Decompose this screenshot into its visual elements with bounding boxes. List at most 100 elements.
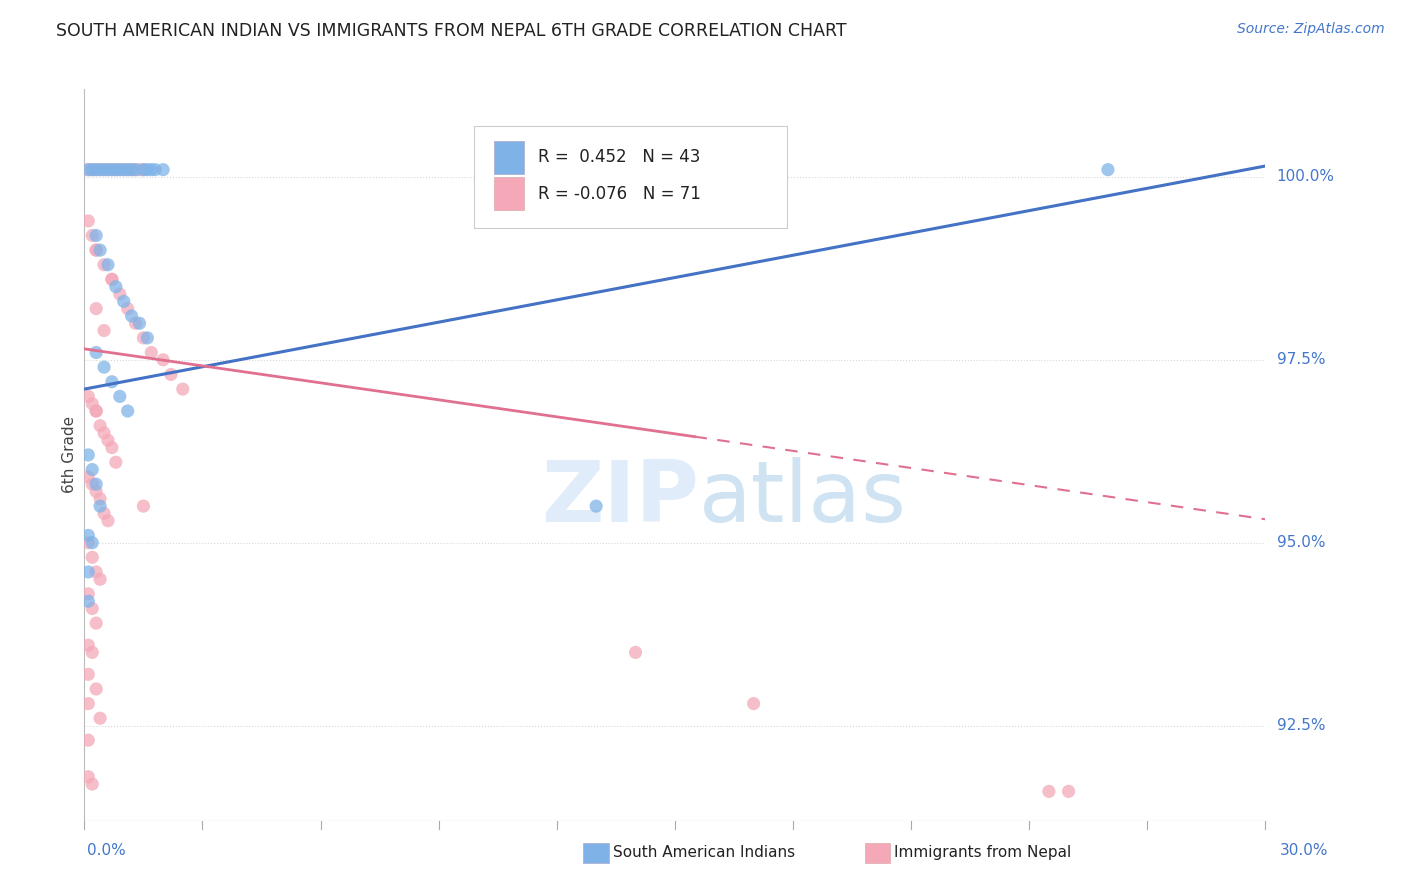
Point: [77, 594, 100, 608]
Point: [77, 162, 100, 177]
Text: ZIP: ZIP: [541, 458, 699, 541]
Point: [77, 535, 100, 549]
Point: [97, 434, 120, 448]
Point: [1057, 784, 1080, 798]
Text: South American Indians: South American Indians: [613, 846, 796, 860]
Point: [108, 287, 131, 301]
Point: [124, 316, 146, 330]
Text: R = -0.076   N = 71: R = -0.076 N = 71: [538, 185, 700, 202]
Point: [97, 258, 120, 272]
Point: [104, 279, 127, 293]
Bar: [494, 178, 523, 211]
Point: [132, 499, 155, 513]
Bar: [494, 141, 523, 174]
Point: [121, 162, 143, 177]
Point: [82, 535, 104, 549]
Point: [101, 272, 124, 286]
Text: 92.5%: 92.5%: [1277, 718, 1324, 733]
Point: [112, 162, 135, 177]
Point: [77, 770, 100, 784]
Point: [101, 375, 124, 389]
Point: [89, 499, 111, 513]
Point: [77, 470, 100, 484]
Point: [82, 601, 104, 615]
Point: [84, 484, 107, 499]
Point: [104, 162, 127, 177]
Point: [97, 162, 120, 177]
Text: R =  0.452   N = 43: R = 0.452 N = 43: [538, 148, 700, 166]
Point: [82, 645, 104, 659]
Point: [108, 162, 131, 177]
Point: [82, 462, 104, 476]
Point: [89, 711, 111, 725]
Point: [136, 331, 159, 345]
FancyBboxPatch shape: [474, 126, 787, 228]
Point: [104, 455, 127, 469]
Point: [112, 294, 135, 309]
Point: [101, 162, 124, 177]
Point: [77, 162, 100, 177]
Point: [84, 162, 107, 177]
Point: [124, 162, 146, 177]
Point: [77, 389, 100, 403]
Point: [93, 507, 115, 521]
Point: [77, 448, 100, 462]
Text: 95.0%: 95.0%: [1277, 535, 1324, 550]
Text: 30.0%: 30.0%: [1281, 843, 1329, 858]
Point: [152, 162, 174, 177]
Point: [93, 258, 115, 272]
Point: [84, 228, 107, 243]
Point: [93, 324, 115, 338]
Point: [160, 368, 183, 382]
Point: [152, 352, 174, 367]
Point: [101, 162, 124, 177]
Point: [82, 162, 104, 177]
Point: [82, 397, 104, 411]
Point: [77, 587, 100, 601]
Point: [117, 162, 139, 177]
Point: [93, 162, 115, 177]
Y-axis label: 6th Grade: 6th Grade: [62, 417, 77, 493]
Point: [112, 162, 135, 177]
Text: Source: ZipAtlas.com: Source: ZipAtlas.com: [1237, 22, 1385, 37]
Point: [132, 162, 155, 177]
Point: [117, 162, 139, 177]
Point: [93, 162, 115, 177]
Point: [89, 243, 111, 257]
Point: [77, 733, 100, 747]
Point: [84, 681, 107, 696]
Point: [82, 777, 104, 791]
Text: Immigrants from Nepal: Immigrants from Nepal: [894, 846, 1071, 860]
Point: [84, 162, 107, 177]
Point: [117, 301, 139, 316]
Text: 100.0%: 100.0%: [1277, 169, 1334, 185]
Point: [82, 162, 104, 177]
Point: [93, 425, 115, 440]
Point: [108, 389, 131, 403]
Point: [132, 331, 155, 345]
Point: [77, 214, 100, 228]
Point: [1097, 162, 1119, 177]
Point: [136, 162, 159, 177]
Point: [89, 491, 111, 506]
Point: [141, 345, 163, 359]
Point: [101, 441, 124, 455]
Point: [82, 477, 104, 491]
Point: [89, 418, 111, 433]
Point: [101, 272, 124, 286]
Text: SOUTH AMERICAN INDIAN VS IMMIGRANTS FROM NEPAL 6TH GRADE CORRELATION CHART: SOUTH AMERICAN INDIAN VS IMMIGRANTS FROM…: [56, 22, 846, 40]
Point: [93, 360, 115, 375]
Point: [128, 162, 150, 177]
Point: [108, 162, 131, 177]
Point: [89, 162, 111, 177]
Point: [624, 645, 647, 659]
Point: [141, 162, 163, 177]
Point: [84, 243, 107, 257]
Point: [84, 477, 107, 491]
Point: [77, 565, 100, 579]
Point: [1038, 784, 1060, 798]
Point: [121, 309, 143, 323]
Point: [132, 162, 155, 177]
Point: [84, 243, 107, 257]
Text: atlas: atlas: [699, 458, 907, 541]
